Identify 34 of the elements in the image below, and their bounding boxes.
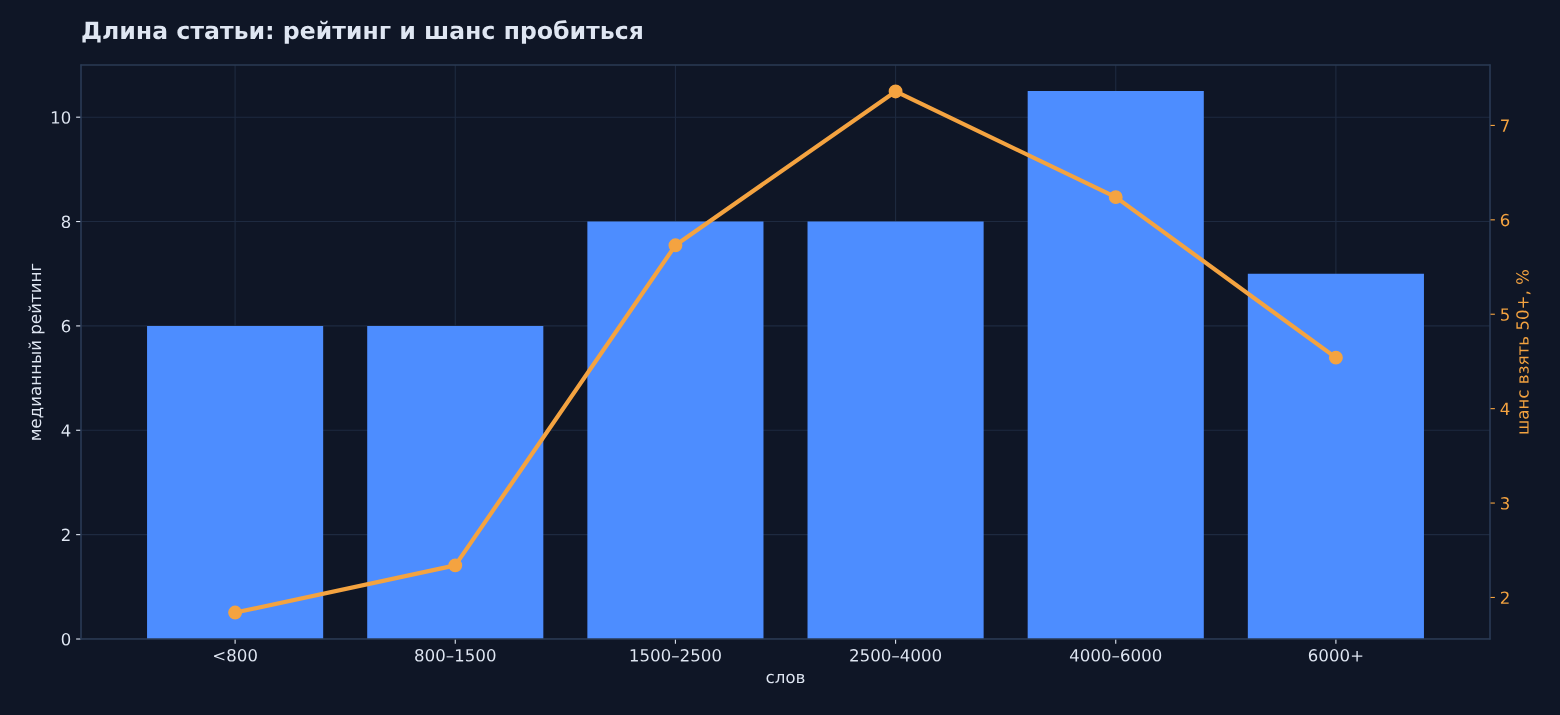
- bar: [367, 325, 544, 639]
- bar: [1247, 273, 1424, 639]
- y2-tick-label: 7: [1501, 119, 1509, 132]
- point: [1108, 190, 1123, 205]
- bar: [807, 221, 984, 639]
- y-tick-label: 10: [51, 111, 71, 124]
- point: [448, 558, 463, 573]
- chart-title: Длина статьи: рейтинг и шанс пробиться: [82, 20, 642, 44]
- y-axis-title: медианный рейтинг: [28, 263, 45, 440]
- bar: [1027, 91, 1204, 639]
- x-tick-label: 2500–4000: [850, 649, 942, 662]
- y-tick-label: 8: [61, 215, 71, 229]
- point: [228, 605, 243, 620]
- y2-tick-label: 3: [1500, 497, 1509, 510]
- y2-tick-label: 5: [1501, 308, 1509, 321]
- x-tick-label: <800: [213, 649, 257, 662]
- y-tick-label: 2: [61, 528, 70, 541]
- point: [888, 84, 903, 99]
- y2-tick-label: 4: [1500, 402, 1510, 415]
- x-axis-title: слов: [766, 673, 805, 684]
- bar: [147, 325, 324, 639]
- y2-tick-label: 6: [1500, 213, 1510, 227]
- y2-tick-label: 2: [1500, 591, 1509, 604]
- y-tick-label: 6: [61, 319, 71, 333]
- x-tick-label: 1500–2500: [630, 649, 721, 662]
- y2-axis-title: шанс взять 50+, %: [1516, 269, 1531, 434]
- x-tick-label: 800–1500: [415, 649, 496, 662]
- y-tick-label: 4: [61, 424, 71, 437]
- point: [668, 238, 683, 253]
- x-tick-label: 4000–6000: [1069, 649, 1162, 662]
- point: [1328, 350, 1343, 365]
- bar: [587, 221, 764, 639]
- x-tick-label: 6000+: [1308, 649, 1363, 662]
- y-tick-label: 0: [61, 632, 71, 646]
